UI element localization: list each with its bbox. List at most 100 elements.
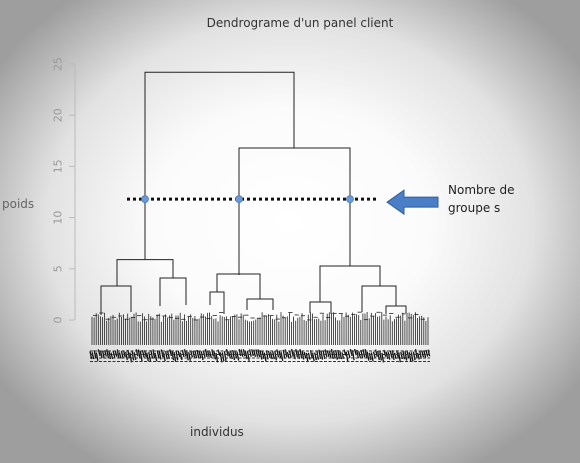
leaf-label-mark (379, 351, 383, 361)
leaf-label-mark (314, 352, 317, 361)
leaf-label-mark (173, 351, 177, 362)
leaf-label-mark (150, 349, 154, 359)
leaf-label-mark (416, 352, 420, 360)
leaf-label-mark (139, 351, 143, 362)
leaf-label-mark (221, 352, 225, 362)
y-tick-label: 5 (52, 265, 65, 272)
leaf-label-mark (114, 350, 118, 357)
leaf-label-mark (125, 351, 128, 361)
leaf-label-mark (188, 352, 191, 361)
leaf-label-mark (316, 350, 320, 360)
leaf-label-mark (122, 350, 126, 358)
leaf-label-mark (423, 350, 427, 358)
leaf-label-mark (368, 352, 372, 361)
leaf-label-mark (309, 350, 313, 358)
leaf-label-mark (358, 351, 362, 359)
leaf-label-mark (335, 349, 338, 360)
dendrogram-tree (100, 71, 407, 315)
leaf-label-mark (272, 351, 275, 360)
leaf-label-mark (267, 350, 271, 359)
merge-link (319, 265, 381, 302)
merge-link (116, 259, 174, 286)
leaf-label-mark (255, 349, 259, 357)
merge-link (385, 305, 407, 314)
merge-link (100, 285, 132, 315)
leaf-label-mark (395, 350, 399, 358)
leaf-label-mark (97, 349, 101, 357)
leaf-label-mark (106, 349, 110, 359)
y-tick-label: 0 (52, 317, 65, 324)
leaf-label-mark (141, 349, 145, 358)
leaf-label-mark (274, 350, 278, 361)
cut-point (141, 195, 149, 204)
leaf-label-mark (91, 352, 95, 360)
leaf-label-mark (330, 348, 334, 360)
leaf-label-mark (242, 349, 246, 357)
leaf-label-mark (248, 349, 252, 357)
leaf-label-mark (377, 350, 380, 361)
leaf-label-mark (160, 349, 164, 358)
leaf-label-mark (410, 352, 414, 362)
y-tick-label: 20 (52, 108, 65, 122)
leaf-label-mark (414, 349, 418, 359)
cut-line-group (127, 195, 376, 204)
merge-link (238, 147, 351, 275)
merge-link (209, 291, 225, 314)
leaf-label-mark (307, 352, 311, 360)
leaf-label-mark (110, 352, 114, 360)
leaf-label-mark (225, 348, 229, 357)
leaf-label-mark (129, 352, 133, 363)
leaf-label-mark (299, 348, 303, 359)
leaf-segments (91, 311, 429, 345)
leaf-label-mark (398, 352, 401, 363)
leaf-label-mark (412, 351, 416, 361)
leaf-label-mark (204, 348, 208, 358)
leaf-label-mark (135, 349, 139, 357)
leaf-label-mark (175, 350, 179, 361)
arrow-shape (386, 189, 439, 216)
leaf-label-band (89, 348, 431, 363)
arrow-icon (386, 189, 439, 216)
leaf-label-mark (364, 348, 368, 358)
leaf-label-mark (133, 352, 137, 360)
leaf-label-mark (246, 351, 250, 361)
y-tick-label: 25 (52, 57, 65, 71)
leaf-label-mark (244, 350, 248, 360)
leaf-label-mark (171, 350, 175, 361)
leaf-label-mark (370, 352, 374, 362)
leaf-label-mark (95, 352, 99, 361)
leaf-label-mark (101, 350, 105, 359)
y-axis: 0 5 10 15 20 25 (52, 57, 76, 324)
merge-link (309, 301, 332, 314)
leaf-label-mark (213, 350, 217, 360)
annotation-text: Nombre de groupe s (448, 183, 515, 215)
leaf-label-mark (408, 352, 412, 362)
x-axis-label: individus (190, 425, 244, 439)
leaf-label-mark (295, 348, 299, 358)
leaf-label-mark (146, 352, 149, 362)
leaf-label-mark (421, 350, 425, 358)
leaf-label-mark (179, 352, 183, 361)
leaf-label-mark (324, 349, 328, 358)
leaf-label-mark (326, 350, 330, 358)
leaf-label-mark (366, 351, 370, 361)
leaf-label-mark (238, 348, 242, 357)
leaf-label-mark (404, 351, 408, 361)
leaf-label-mark (185, 350, 189, 361)
leaf-label-mark (339, 351, 343, 360)
leaf-label-mark (303, 351, 307, 359)
chart-title: Dendrograme d'un panel client (206, 16, 394, 30)
leaf-label-mark (232, 350, 236, 361)
merge-link (361, 285, 397, 312)
leaf-label-mark (196, 349, 200, 359)
y-axis-label: poids (2, 197, 35, 211)
leaf-label-mark (148, 352, 152, 362)
leaf-label-mark (332, 351, 336, 359)
leaf-label-mark (402, 350, 406, 360)
leaf-label-mark (280, 352, 284, 362)
leaf-label-mark (362, 349, 366, 358)
leaf-label-mark (177, 350, 181, 358)
y-tick-label: 15 (52, 159, 65, 173)
leaf-label-mark (391, 350, 395, 361)
